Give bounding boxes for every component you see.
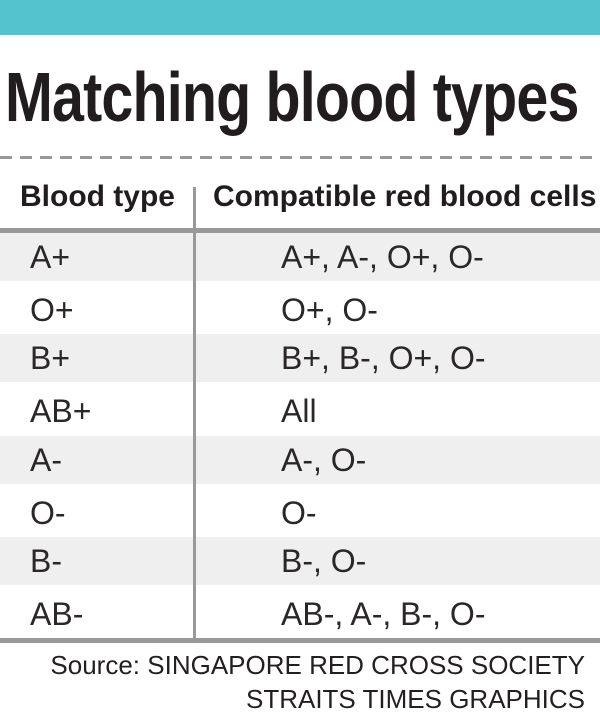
- table-row: AB- AB-, A-, B-, O-: [0, 590, 600, 638]
- table-row: O- O-: [0, 489, 600, 537]
- page-title: Matching blood types: [5, 58, 579, 136]
- table-header: Blood type Compatible red blood cells: [0, 182, 600, 228]
- compatible-cells-cell: AB-, A-, B-, O-: [281, 595, 486, 632]
- column-header-compatible-cells: Compatible red blood cells: [213, 180, 597, 213]
- compatible-cells-cell: A+, A-, O+, O-: [281, 239, 484, 276]
- blood-type-cell: A-: [30, 441, 62, 478]
- compatible-cells-cell: O+, O-: [281, 292, 378, 329]
- compatible-cells-cell: B+, B-, O+, O-: [281, 340, 486, 377]
- column-header-blood-type: Blood type: [20, 180, 175, 213]
- table-bottom-rule: [0, 638, 600, 643]
- compatible-cells-cell: A-, O-: [281, 441, 367, 478]
- column-divider: [193, 187, 196, 643]
- graphics-credit-line: STRAITS TIMES GRAPHICS: [245, 684, 585, 714]
- dashed-divider: [0, 156, 600, 159]
- table-row: A+ A+, A-, O+, O-: [0, 233, 600, 287]
- blood-type-cell: B-: [30, 542, 62, 579]
- compatible-cells-cell: B-, O-: [281, 542, 367, 579]
- blood-type-cell: O-: [30, 494, 66, 531]
- blood-type-cell: A+: [30, 239, 71, 276]
- source-credit: Source: SINGAPORE RED CROSS SOCIETY STRA…: [50, 648, 585, 716]
- source-line: Source: SINGAPORE RED CROSS SOCIETY: [50, 650, 585, 680]
- table-row: B+ B+, B-, O+, O-: [0, 334, 600, 388]
- blood-type-cell: O+: [30, 292, 74, 329]
- table-row: AB+ All: [0, 387, 600, 435]
- blood-type-cell: B+: [30, 340, 71, 377]
- accent-bar: [0, 0, 600, 35]
- table-row: O+ O+, O-: [0, 286, 600, 334]
- table-body: A+ A+, A-, O+, O- O+ O+, O- B+ B+, B-, O…: [0, 233, 600, 638]
- blood-type-cell: AB-: [30, 595, 84, 632]
- compatible-cells-cell: All: [281, 393, 317, 430]
- table-row: B- B-, O-: [0, 536, 600, 590]
- header-underline: [0, 228, 600, 233]
- blood-type-cell: AB+: [30, 393, 92, 430]
- table-row: A- A-, O-: [0, 435, 600, 489]
- compatible-cells-cell: O-: [281, 494, 317, 531]
